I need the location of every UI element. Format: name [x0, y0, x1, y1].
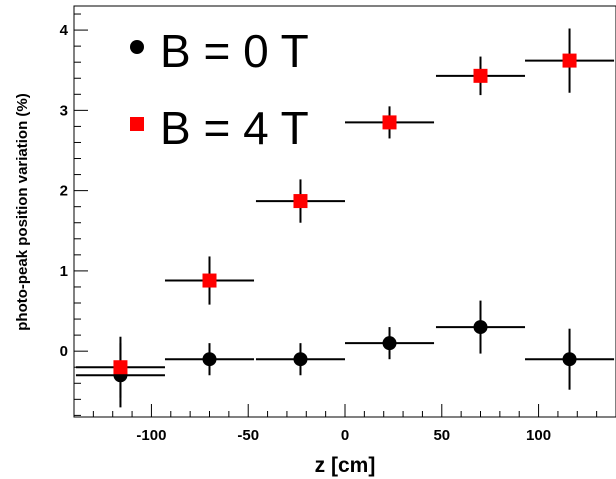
x-tick-label: -50	[237, 427, 259, 444]
legend-label: B = 4 T	[160, 102, 309, 154]
y-tick-label: 1	[60, 263, 68, 280]
x-tick-label: 50	[433, 427, 450, 444]
x-axis-title: z [cm]	[315, 454, 376, 477]
y-axis-title: photo-peak position variation (%)	[14, 93, 31, 331]
x-tick-label: 100	[526, 427, 551, 444]
data-point	[562, 53, 577, 68]
y-tick-label: 4	[60, 22, 69, 39]
y-axis: 0 1 2 3 4	[60, 13, 88, 416]
series-b4	[75, 28, 615, 398]
y-tick-label: 2	[60, 183, 68, 200]
legend-marker-square	[130, 117, 144, 131]
data-point	[202, 273, 217, 288]
data-point	[382, 115, 397, 130]
data-point	[202, 352, 217, 367]
data-point	[113, 360, 128, 375]
data-point	[293, 194, 308, 209]
y-tick-label: 3	[60, 102, 68, 119]
legend-marker-circle	[130, 40, 144, 54]
x-tick-label: 0	[341, 427, 349, 444]
data-point	[473, 320, 488, 335]
y-tick-label: 0	[60, 343, 68, 360]
series-layer	[75, 28, 615, 408]
legend: B = 0 T B = 4 T	[130, 25, 309, 154]
legend-label: B = 0 T	[160, 25, 309, 77]
data-point	[562, 352, 577, 367]
x-tick-label: -100	[136, 427, 166, 444]
x-axis: -100 -50 0 50 100	[73, 404, 616, 444]
plot-frame	[73, 5, 616, 418]
data-point	[293, 352, 308, 367]
data-point	[473, 68, 488, 83]
data-point	[382, 336, 397, 351]
series-b0	[75, 300, 615, 408]
